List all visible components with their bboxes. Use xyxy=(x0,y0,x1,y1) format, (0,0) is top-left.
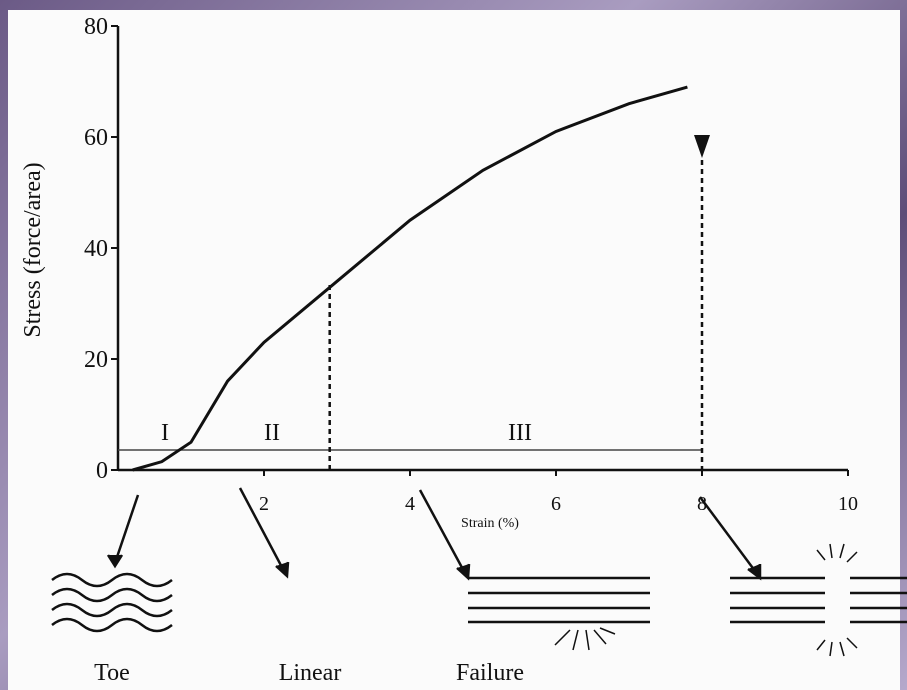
x-tick-label: 4 xyxy=(405,493,415,515)
stage-label: Failure xyxy=(456,660,524,686)
y-axis-label: Stress (force/area) xyxy=(20,162,46,337)
region-label: III xyxy=(508,420,532,446)
x-axis-label: Strain (%) xyxy=(461,516,519,531)
x-tick-label: 10 xyxy=(838,493,858,515)
chart: Stress (force/area) Strain (%) 0 20 40 60 80… xyxy=(0,0,907,690)
region-label: II xyxy=(264,420,280,446)
y-tick-label: 80 xyxy=(84,14,108,40)
y-tick-label: 0 xyxy=(96,458,108,484)
stage-label: Linear xyxy=(279,660,342,686)
x-tick-label: 2 xyxy=(259,493,269,515)
stage-label: Toe xyxy=(94,660,130,686)
y-tick-label: 40 xyxy=(84,236,108,262)
page: Stress (force/area) Strain (%) 0 20 40 60 80… xyxy=(0,0,907,690)
y-tick-label: 20 xyxy=(84,347,108,373)
panel xyxy=(8,10,900,690)
region-label: I xyxy=(161,420,169,446)
x-tick-label: 6 xyxy=(551,493,561,515)
x-tick-label: 8 xyxy=(697,493,707,515)
y-tick-label: 60 xyxy=(84,125,108,151)
